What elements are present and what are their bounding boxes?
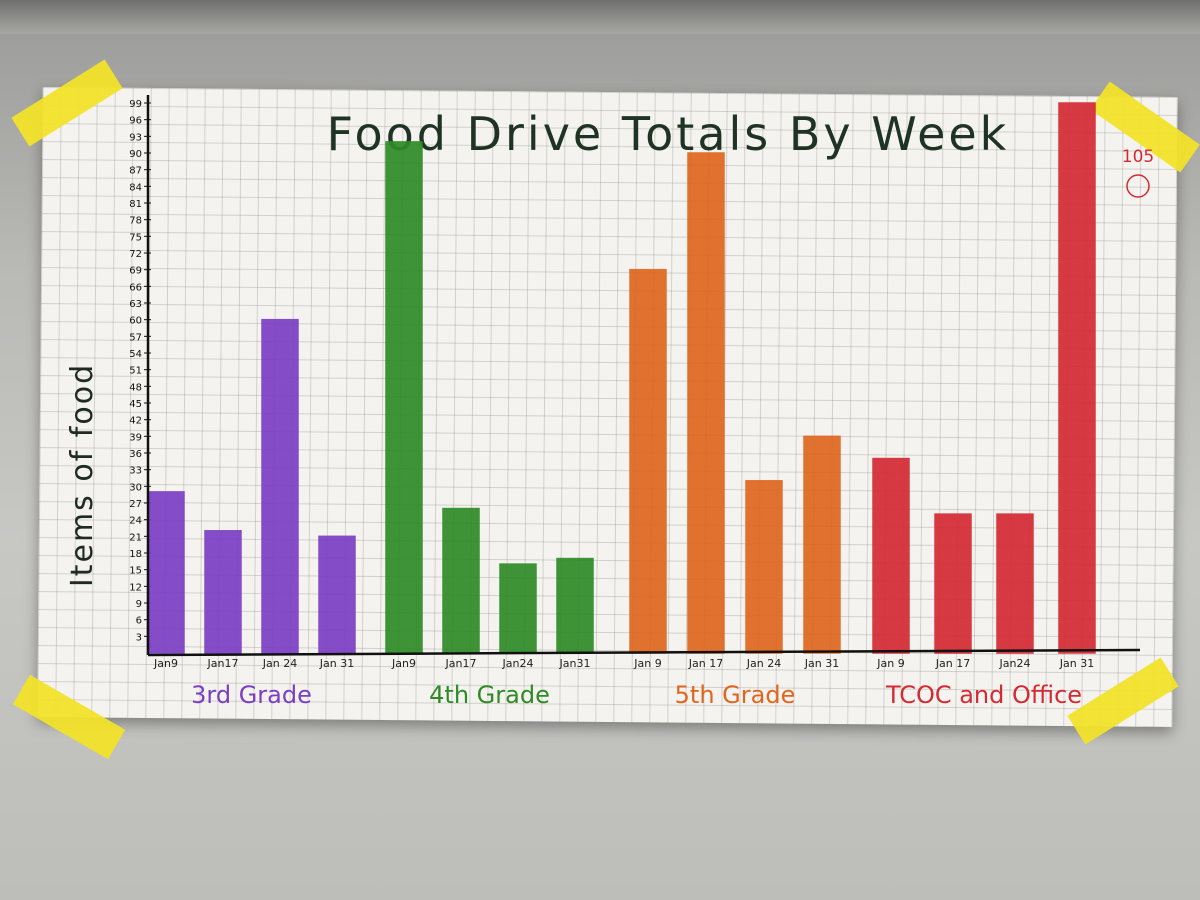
y-tick-label: 33	[129, 466, 142, 477]
bar	[687, 152, 725, 654]
y-tick-label: 90	[129, 149, 142, 160]
bar	[499, 563, 537, 654]
bar	[385, 141, 423, 654]
x-tick-label: Jan 17	[935, 657, 970, 670]
bar	[318, 535, 356, 654]
x-tick-label: Jan 31	[319, 657, 354, 670]
x-tick-label: Jan24	[999, 657, 1031, 670]
group-label: TCOC and Office	[885, 681, 1082, 709]
y-tick-label: 72	[129, 249, 142, 260]
x-tick-label: Jan9	[391, 657, 416, 670]
x-tick-label: Jan17	[445, 657, 477, 670]
y-tick-label: 3	[136, 632, 142, 643]
y-tick-label: 18	[129, 549, 142, 560]
y-tick-label: 27	[129, 499, 142, 510]
y-tick-label: 81	[129, 199, 142, 210]
group-labels: 3rd Grade 4th Grade 5th Grade TCOC and Offi…	[191, 681, 1082, 709]
bar	[745, 480, 783, 654]
y-axis-label: Items of food	[65, 363, 100, 587]
x-tick-label: Jan9	[153, 657, 178, 670]
x-tick-label: Jan 24	[746, 657, 781, 670]
x-tick-label: Jan31	[559, 657, 591, 670]
bar	[556, 557, 594, 654]
y-tick-label: 12	[129, 582, 142, 593]
y-tick-label: 15	[129, 566, 142, 577]
y-tick-label: 36	[129, 449, 142, 460]
y-axis-ticks: 3691215182124273033363942454851545760636…	[129, 99, 151, 643]
bar	[629, 268, 667, 654]
group-label: 3rd Grade	[191, 681, 312, 709]
annotation-105: 105	[1122, 147, 1154, 167]
y-tick-label: 69	[129, 266, 142, 277]
y-tick-label: 51	[129, 366, 142, 377]
wall-trim	[0, 0, 1200, 34]
x-tick-label: Jan 31	[1059, 657, 1094, 670]
x-tick-label: Jan 31	[804, 657, 839, 670]
y-tick-label: 99	[129, 99, 142, 110]
chart-title: Food Drive Totals By Week	[327, 107, 1010, 161]
y-tick-label: 66	[129, 282, 142, 293]
bar	[147, 491, 185, 654]
bar	[934, 513, 972, 654]
y-tick-label: 6	[136, 616, 142, 627]
x-axis-line	[147, 648, 1141, 657]
y-tick-label: 63	[129, 299, 142, 310]
bar	[204, 530, 242, 654]
annotation-smiley-icon	[1126, 174, 1150, 198]
bar	[1058, 102, 1096, 654]
y-tick-label: 24	[129, 516, 142, 527]
x-tick-label: Jan24	[502, 657, 534, 670]
x-tick-label: Jan 24	[262, 657, 297, 670]
x-tick-label: Jan 17	[688, 657, 723, 670]
y-tick-label: 39	[129, 432, 142, 443]
x-axis-labels: Jan9 Jan17 Jan 24 Jan 31 Jan9 Jan17 Jan24 Jan31…	[153, 657, 1094, 670]
y-tick-label: 45	[129, 399, 142, 410]
bar	[803, 435, 841, 654]
y-tick-label: 48	[129, 382, 142, 393]
bar	[872, 457, 910, 654]
group-label: 5th Grade	[675, 681, 796, 709]
bar	[996, 513, 1034, 654]
y-tick-label: 57	[129, 332, 142, 343]
bar	[261, 318, 299, 654]
y-tick-label: 93	[129, 132, 142, 143]
y-tick-label: 30	[129, 482, 142, 493]
y-tick-label: 9	[136, 599, 142, 610]
x-tick-label: Jan 9	[633, 657, 661, 670]
y-tick-label: 96	[129, 116, 142, 127]
y-tick-label: 60	[129, 316, 142, 327]
bar	[442, 507, 480, 654]
x-tick-label: Jan 9	[876, 657, 904, 670]
x-tick-label: Jan17	[207, 657, 239, 670]
y-tick-label: 21	[129, 532, 142, 543]
y-tick-label: 78	[129, 216, 142, 227]
group-label: 4th Grade	[429, 681, 550, 709]
bars	[147, 102, 1096, 654]
y-tick-label: 42	[129, 416, 142, 427]
y-tick-label: 84	[129, 182, 142, 193]
y-tick-label: 87	[129, 166, 142, 177]
y-tick-label: 75	[129, 232, 142, 243]
y-tick-label: 54	[129, 349, 142, 360]
